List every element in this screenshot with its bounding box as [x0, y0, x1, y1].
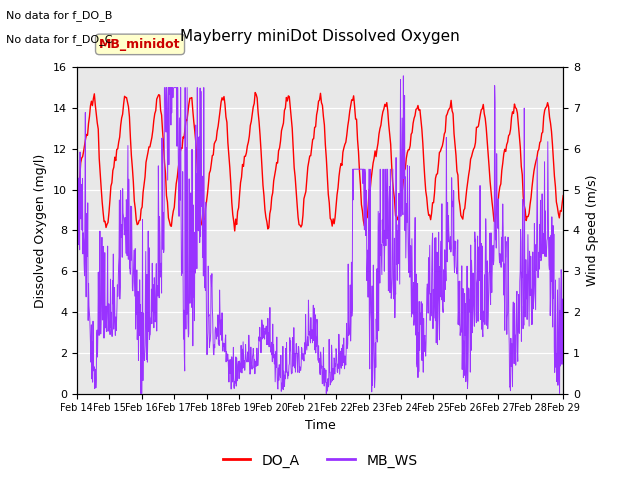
Text: No data for f_DO_C: No data for f_DO_C: [6, 34, 113, 45]
X-axis label: Time: Time: [305, 419, 335, 432]
Y-axis label: Dissolved Oxygen (mg/l): Dissolved Oxygen (mg/l): [35, 153, 47, 308]
Text: No data for f_DO_B: No data for f_DO_B: [6, 10, 113, 21]
Text: Mayberry miniDot Dissolved Oxygen: Mayberry miniDot Dissolved Oxygen: [180, 29, 460, 44]
Legend: DO_A, MB_WS: DO_A, MB_WS: [217, 448, 423, 473]
Y-axis label: Wind Speed (m/s): Wind Speed (m/s): [586, 175, 598, 286]
Text: MB_minidot: MB_minidot: [99, 38, 180, 51]
